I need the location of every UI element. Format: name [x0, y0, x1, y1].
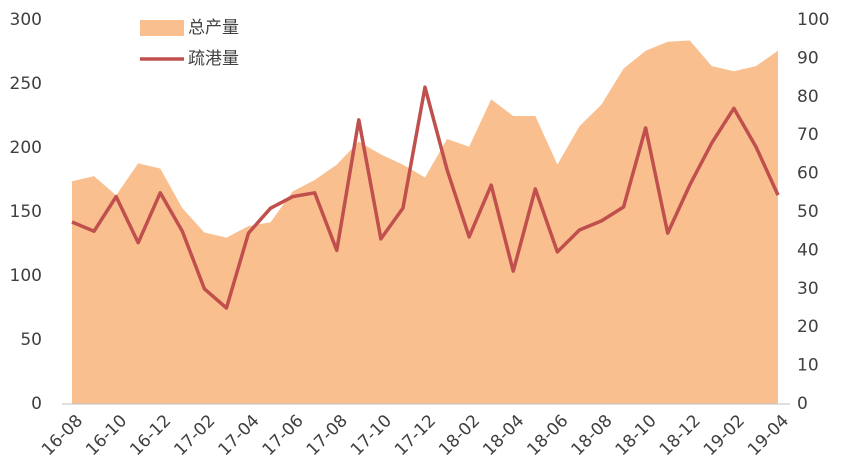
x-tick-label: 19-04 — [744, 411, 793, 460]
x-tick-label: 16-12 — [126, 411, 175, 460]
y2-tick-label: 80 — [797, 87, 819, 107]
x-tick-label: 18-06 — [523, 411, 572, 460]
y2-tick-label: 10 — [797, 356, 819, 376]
y2-tick-label: 70 — [797, 125, 819, 145]
legend-swatch — [140, 20, 184, 36]
x-tick-label: 16-08 — [38, 411, 87, 460]
y2-tick-label: 60 — [797, 164, 819, 184]
legend-label: 总产量 — [188, 18, 239, 38]
y-tick-label: 250 — [10, 74, 42, 94]
y2-tick-label: 50 — [797, 202, 819, 222]
y-tick-label: 150 — [10, 202, 42, 222]
x-tick-label: 18-08 — [567, 411, 616, 460]
x-tick-label: 17-10 — [347, 411, 396, 460]
line — [71, 85, 780, 310]
y-tick-label: 100 — [10, 266, 42, 286]
x-tick-label: 18-02 — [435, 411, 484, 460]
y2-tick-label: 20 — [797, 317, 819, 337]
x-tick-label: 18-12 — [656, 411, 705, 460]
x-tick-label: 19-02 — [700, 411, 749, 460]
y2-tick-label: 100 — [797, 10, 829, 30]
y-tick-label: 0 — [31, 394, 42, 414]
x-tick-label: 17-12 — [391, 411, 440, 460]
y2-tick-label: 30 — [797, 279, 819, 299]
y2-tick-label: 90 — [797, 48, 819, 68]
area — [72, 40, 778, 404]
x-tick-label: 17-08 — [303, 411, 352, 460]
y2-tick-label: 0 — [797, 394, 808, 414]
x-tick-label: 18-04 — [479, 411, 528, 460]
x-tick-label: 17-04 — [214, 411, 263, 460]
legend-label: 疏港量 — [188, 49, 239, 69]
y-tick-label: 200 — [10, 138, 42, 158]
y-tick-label: 50 — [20, 330, 42, 350]
y2-tick-label: 40 — [797, 240, 819, 260]
y-tick-label: 300 — [10, 10, 42, 30]
x-tick-label: 18-10 — [612, 411, 661, 460]
x-tick-label: 17-02 — [170, 411, 219, 460]
x-tick-label: 16-10 — [82, 411, 131, 460]
x-tick-label: 17-06 — [259, 411, 308, 460]
